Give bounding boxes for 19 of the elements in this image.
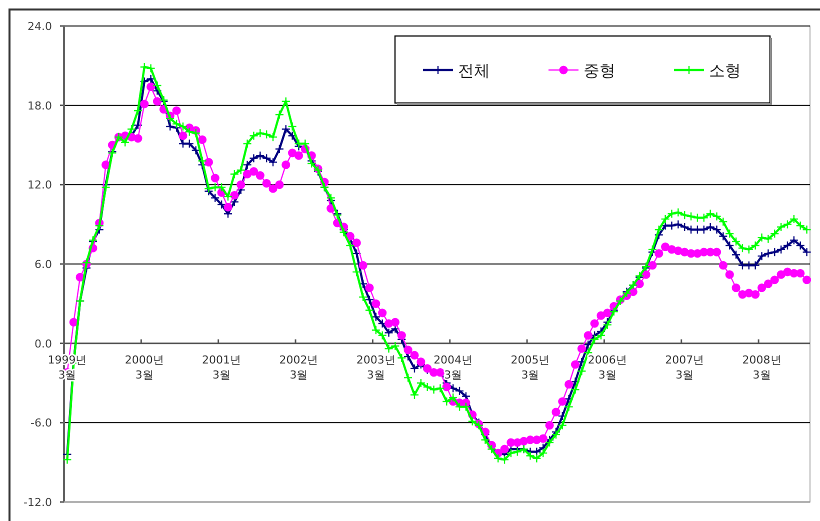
x-tick-label: 2000년 3월 [124, 353, 164, 382]
x-tick-label: 2004년 3월 [434, 353, 473, 382]
y-tick-label: -12.0 [24, 496, 52, 509]
x-tick-label: 2001년 3월 [202, 353, 242, 382]
y-tick-label: 18.0 [28, 99, 52, 112]
legend-label: 전체 [458, 61, 490, 80]
y-tick-label: 12.0 [28, 178, 52, 192]
x-tick-label: 2002년 3월 [279, 353, 318, 382]
y-tick-label: 0.0 [34, 337, 52, 350]
x-tick-label: 2003년 3월 [356, 353, 396, 382]
legend-label: 소형 [709, 61, 741, 80]
x-tick-label: 2005년 3월 [510, 353, 550, 382]
y-tick-label: 6.0 [34, 258, 52, 271]
x-tick-label: 2007년 3월 [665, 353, 704, 382]
x-tick-label: 2006년 3월 [588, 353, 627, 382]
legend-label: 중형 [584, 61, 616, 80]
y-tick-label: 24.0 [28, 20, 52, 33]
x-tick-label: 2008년 3월 [742, 353, 782, 382]
y-tick-label: -6.0 [30, 416, 52, 430]
